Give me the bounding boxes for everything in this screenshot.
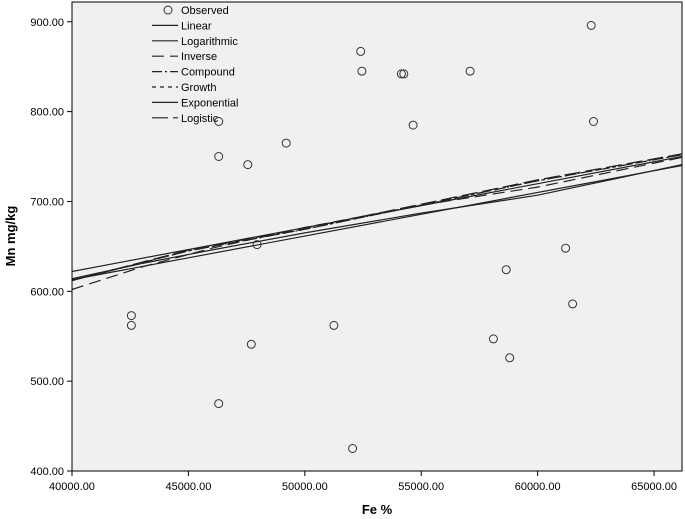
observed-point bbox=[501, 265, 511, 275]
legend-label-inverse: Inverse bbox=[181, 51, 217, 63]
legend-label-compound: Compound bbox=[181, 67, 235, 79]
observed-points bbox=[126, 20, 598, 453]
fit-line-exponential bbox=[71, 155, 683, 273]
x-tick-label: 40000.00 bbox=[49, 481, 95, 493]
observed-point bbox=[329, 320, 339, 330]
observed-point bbox=[214, 399, 224, 409]
plot-frame bbox=[71, 1, 683, 472]
legend-label-exponential: Exponential bbox=[181, 97, 239, 109]
x-axis-title: Fe % bbox=[362, 502, 393, 517]
y-axis-title: Mn mg/kg bbox=[3, 206, 18, 267]
observed-point bbox=[348, 444, 358, 453]
y-tick-label: 500.00 bbox=[30, 376, 64, 388]
observed-point bbox=[586, 20, 596, 30]
fit-line-linear bbox=[71, 164, 683, 281]
legend-observed-label: Observed bbox=[181, 5, 229, 17]
observed-point bbox=[488, 334, 498, 344]
y-tick-label: 700.00 bbox=[30, 196, 64, 208]
x-tick-label: 65000.00 bbox=[631, 481, 677, 493]
observed-point bbox=[252, 240, 262, 250]
x-tick-label: 55000.00 bbox=[398, 481, 444, 493]
y-axis: 400.00 500.00 600.00 700.00 800.00 900.00 bbox=[30, 17, 72, 478]
observed-point bbox=[465, 66, 475, 76]
x-tick-label: 50000.00 bbox=[282, 481, 328, 493]
fit-lines bbox=[71, 153, 683, 291]
x-axis: 40000.00 45000.00 50000.00 55000.00 60000.00… bbox=[49, 471, 677, 493]
plot-background bbox=[72, 2, 682, 471]
observed-point bbox=[126, 311, 136, 321]
y-tick-label: 900.00 bbox=[30, 17, 64, 29]
observed-point bbox=[214, 152, 224, 161]
legend: Observed Linear Logarithmic Inverse Compound… bbox=[152, 5, 239, 125]
observed-point bbox=[356, 46, 366, 56]
y-tick-label: 800.00 bbox=[30, 107, 64, 119]
observed-point bbox=[126, 320, 136, 330]
observed-point bbox=[568, 299, 578, 309]
legend-label-growth: Growth bbox=[181, 82, 216, 94]
observed-point bbox=[589, 117, 598, 126]
legend-label-logarithmic: Logarithmic bbox=[181, 36, 238, 48]
legend-label-logistic: Logistic bbox=[181, 113, 219, 125]
fit-line-logistic bbox=[71, 153, 683, 282]
observed-point bbox=[505, 353, 515, 363]
observed-point bbox=[561, 243, 571, 253]
fit-line-logarithmic bbox=[71, 164, 683, 280]
observed-point bbox=[281, 138, 291, 148]
y-tick-label: 400.00 bbox=[30, 466, 64, 478]
observed-point bbox=[399, 69, 409, 79]
y-tick-label: 600.00 bbox=[30, 286, 64, 298]
observed-point bbox=[357, 66, 367, 76]
legend-label-linear: Linear bbox=[181, 20, 212, 32]
observed-point bbox=[243, 160, 253, 170]
observed-point bbox=[396, 69, 406, 79]
observed-point bbox=[214, 117, 224, 126]
x-tick-label: 45000.00 bbox=[165, 481, 211, 493]
x-tick-label: 60000.00 bbox=[515, 481, 561, 493]
observed-point bbox=[408, 120, 418, 130]
legend-observed-marker bbox=[163, 5, 173, 15]
observed-point bbox=[246, 339, 256, 349]
